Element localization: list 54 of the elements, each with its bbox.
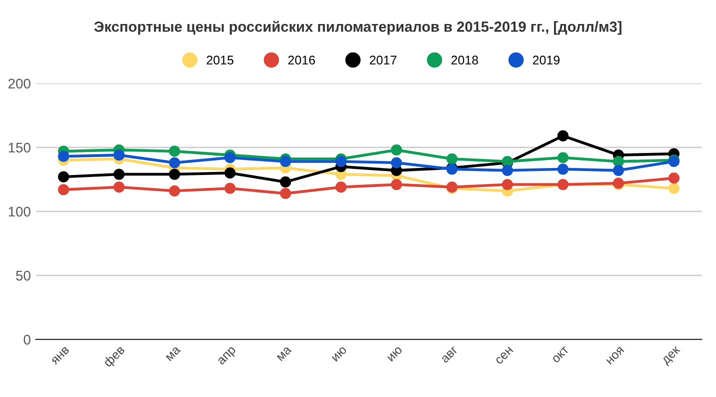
y-tick-label: 100 — [8, 206, 30, 217]
x-tick-label: ию — [332, 346, 348, 362]
point — [557, 130, 569, 142]
legend-label: 2017 — [370, 56, 396, 65]
chart-title: Экспортные цены российских пиломатериалов в 2015-2019 гг., [долл/м3] — [94, 20, 622, 35]
point — [224, 167, 236, 179]
point — [557, 164, 569, 175]
point — [390, 178, 402, 190]
point — [168, 185, 180, 196]
x-tick-label: сен — [495, 346, 514, 365]
point — [668, 182, 680, 194]
x-tick-label: дек — [662, 346, 682, 366]
point — [280, 188, 292, 200]
point — [335, 182, 347, 193]
point — [224, 152, 236, 164]
y-tick-label: 200 — [8, 78, 30, 89]
point — [390, 157, 402, 168]
legend-label: 2018 — [451, 56, 478, 65]
point — [58, 150, 70, 162]
point — [113, 168, 125, 180]
y-tick-label: 0 — [24, 334, 30, 345]
x-tick-label: фев — [102, 344, 127, 370]
y-tick-label: 50 — [16, 270, 30, 281]
point — [612, 164, 624, 176]
point — [446, 153, 458, 164]
legend-label: 2015 — [206, 56, 234, 65]
x-tick-label: ма — [166, 346, 182, 362]
x-tick-label: ма — [276, 346, 292, 362]
x-tick-label: ноя — [606, 346, 624, 365]
point — [113, 182, 125, 193]
x-tick-label: авг — [441, 346, 458, 364]
point — [58, 184, 70, 196]
point — [557, 152, 569, 164]
x-tick-label: окт — [552, 346, 570, 364]
point — [113, 150, 125, 161]
point — [502, 178, 514, 190]
point — [612, 156, 624, 168]
point — [335, 156, 347, 168]
point — [168, 168, 180, 180]
point — [280, 176, 292, 188]
x-tick-label: ию — [387, 346, 403, 362]
x-tick-label: апр — [217, 346, 238, 367]
point — [58, 171, 70, 182]
point — [224, 182, 236, 194]
y-tick-label: 150 — [8, 142, 30, 153]
x-tick-label: янв — [50, 346, 70, 365]
point — [390, 144, 402, 156]
legend-label: 2016 — [288, 56, 315, 65]
point — [168, 146, 180, 157]
legend-label: 2019 — [532, 56, 560, 65]
point — [168, 157, 180, 168]
point — [280, 156, 292, 168]
point — [668, 172, 680, 184]
point — [502, 164, 514, 176]
